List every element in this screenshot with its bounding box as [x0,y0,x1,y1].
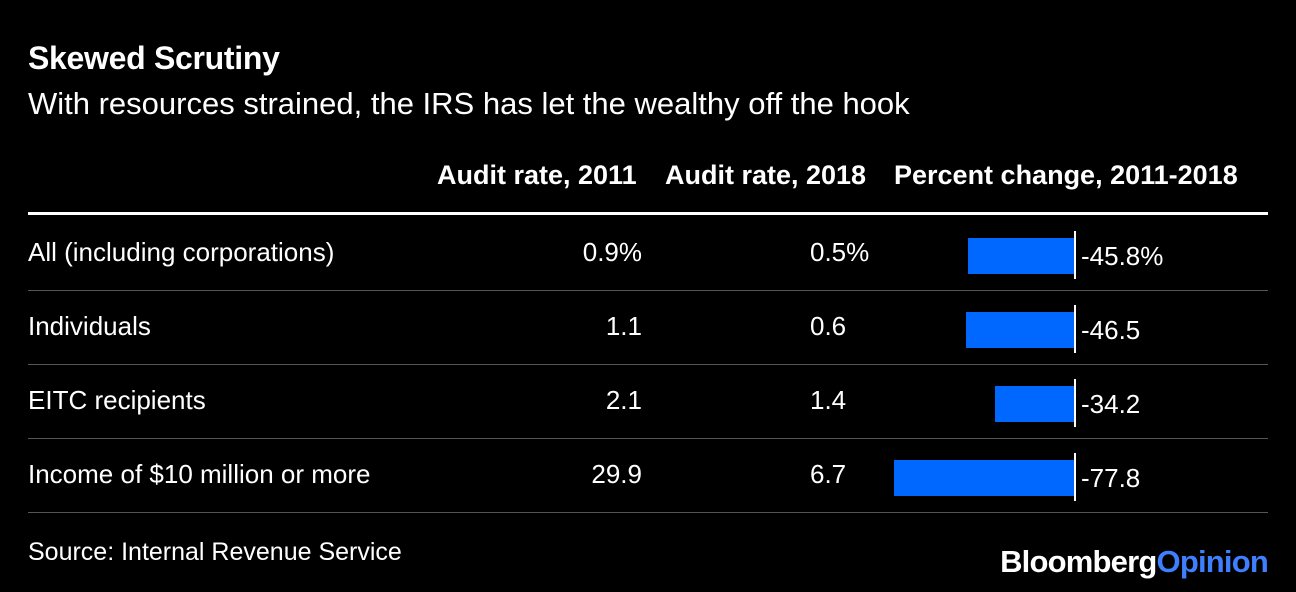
column-header-2018: Audit rate, 2018 [665,160,867,190]
chart-title: Skewed Scrutiny [28,40,280,76]
table-row: All (including corporations) 0.9% 0.5% -45.… [28,217,1268,291]
brand-logo-bloomberg: Bloomberg [1000,544,1157,579]
audit-rate-2018: 1.4 [810,385,847,415]
column-header-change: Percent change, 2011-2018 [894,160,1238,190]
change-label: -34.2 [1081,389,1141,419]
change-bar [994,386,1074,422]
audit-rate-2018: 0.6 [810,311,847,341]
brand-logo: BloombergOpinion [1000,544,1269,580]
audit-rate-2011: 0.9% [582,237,642,267]
audit-rate-2011: 2.1 [605,385,642,415]
table-row: Individuals 1.1 0.6 -46.5 [28,291,1268,365]
change-label: -77.8 [1081,463,1141,493]
row-label: All (including corporations) [28,237,335,267]
change-bar [966,312,1074,348]
bar-axis [1074,453,1076,501]
source-note: Source: Internal Revenue Service [28,538,402,566]
change-bar [894,460,1074,496]
column-header-2011: Audit rate, 2011 [437,160,637,190]
row-divider [28,364,1268,365]
audit-rate-2011: 1.1 [605,311,642,341]
row-divider [28,290,1268,291]
table-row: EITC recipients 2.1 1.4 -34.2 [28,365,1268,439]
row-divider [28,512,1268,513]
table-row: Income of $10 million or more 29.9 6.7 -77.… [28,439,1268,513]
audit-rate-2018: 6.7 [810,459,847,489]
row-label: Income of $10 million or more [28,459,371,489]
chart-subtitle: With resources strained, the IRS has let… [28,86,910,121]
header-rule [28,212,1268,215]
bar-axis [1074,379,1076,427]
change-bar [968,238,1074,274]
audit-rate-2018: 0.5% [810,237,870,267]
brand-logo-opinion: Opinion [1156,544,1269,579]
bar-axis [1074,231,1076,279]
bar-axis [1074,305,1076,353]
audit-rate-2011: 29.9 [591,459,642,489]
row-divider [28,438,1268,439]
row-label: EITC recipients [28,385,206,415]
change-label: -46.5 [1081,315,1141,345]
row-label: Individuals [28,311,151,341]
change-label: -45.8% [1081,241,1164,271]
